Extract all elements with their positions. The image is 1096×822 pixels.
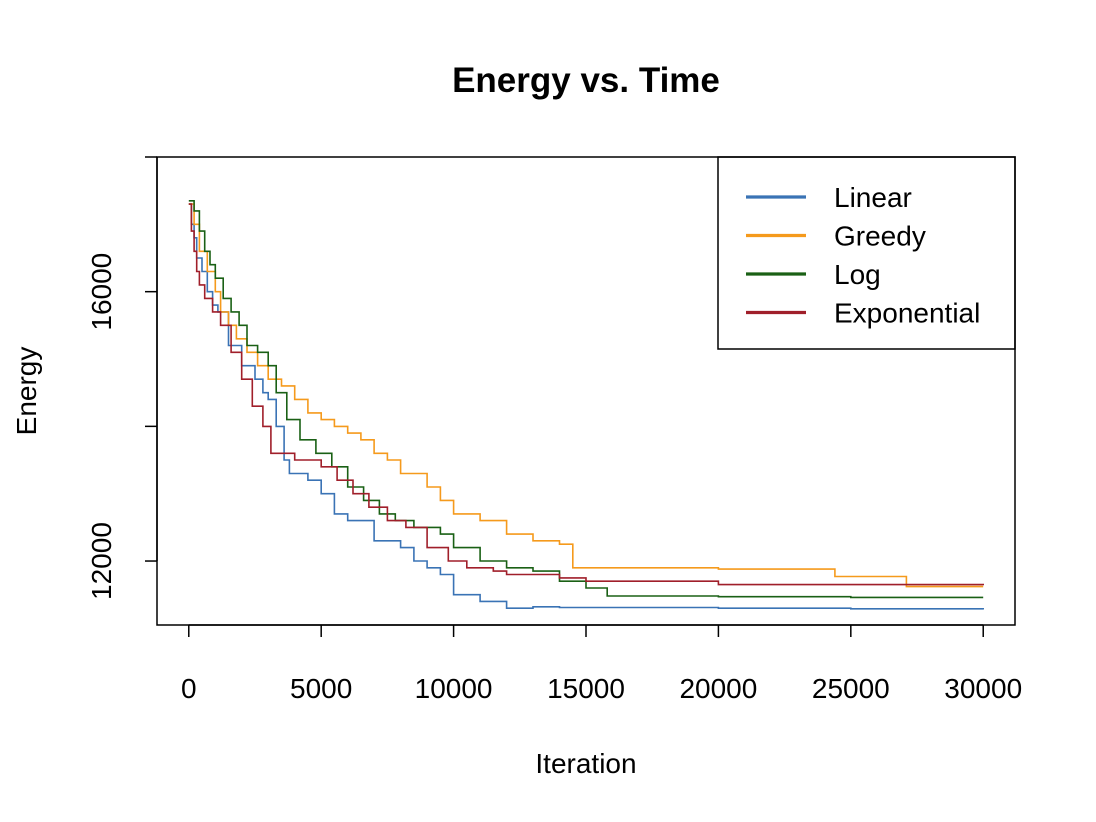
x-tick-label: 15000 bbox=[547, 673, 625, 704]
legend-label-linear: Linear bbox=[834, 182, 912, 213]
x-tick-label: 25000 bbox=[812, 673, 890, 704]
x-tick-label: 30000 bbox=[944, 673, 1022, 704]
y-axis-label: Energy bbox=[11, 347, 42, 436]
x-tick-label: 5000 bbox=[290, 673, 352, 704]
legend-label-log: Log bbox=[834, 259, 881, 290]
x-tick-label: 10000 bbox=[415, 673, 493, 704]
x-tick-label: 20000 bbox=[679, 673, 757, 704]
legend: Linear Greedy Log Exponential bbox=[718, 157, 1015, 349]
y-tick-label: 12000 bbox=[86, 522, 117, 600]
x-tick-label: 0 bbox=[181, 673, 197, 704]
legend-label-exponential: Exponential bbox=[834, 298, 980, 329]
x-axis: 0 5000 10000 15000 20000 25000 30000 bbox=[181, 625, 1022, 704]
chart-title: Energy vs. Time bbox=[452, 61, 720, 100]
y-axis: 12000 16000 bbox=[86, 157, 157, 600]
legend-label-greedy: Greedy bbox=[834, 221, 926, 252]
y-tick-label: 16000 bbox=[86, 253, 117, 331]
x-axis-label: Iteration bbox=[535, 748, 636, 779]
